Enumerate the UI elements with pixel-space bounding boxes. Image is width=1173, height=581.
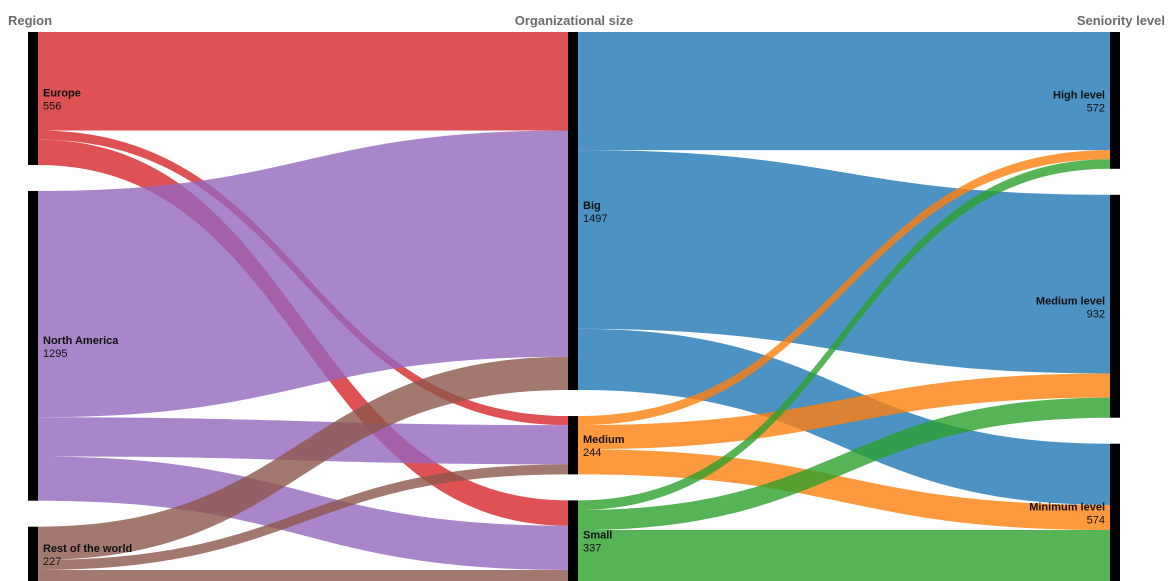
header-region: Region	[8, 13, 52, 28]
node-north_america[interactable]	[28, 190, 38, 501]
node-value-big: 1497	[583, 213, 607, 225]
link-medium-high[interactable]	[578, 150, 1110, 426]
link-rest_world-big[interactable]	[38, 356, 568, 560]
link-small-high[interactable]	[578, 159, 1110, 510]
link-big-high[interactable]	[578, 32, 1110, 151]
node-label-north_america: North America	[43, 335, 119, 347]
header-organizational-size: Organizational size	[515, 13, 633, 28]
link-rest_world-medium[interactable]	[38, 464, 568, 570]
node-label-small: Small	[583, 530, 612, 542]
node-label-med_level: Medium level	[1036, 295, 1105, 307]
node-value-rest_world: 227	[43, 556, 61, 568]
node-value-high: 572	[1087, 102, 1105, 114]
node-label-rest_world: Rest of the world	[43, 543, 132, 555]
node-label-high: High level	[1053, 89, 1105, 101]
node-value-med_level: 932	[1087, 308, 1105, 320]
node-value-north_america: 1295	[43, 348, 67, 360]
links-group	[38, 32, 1110, 581]
node-min_level[interactable]	[1110, 443, 1120, 581]
node-value-small: 337	[583, 543, 601, 555]
link-medium-med_level[interactable]	[578, 373, 1110, 450]
link-north_america-big[interactable]	[38, 130, 568, 418]
node-high[interactable]	[1110, 32, 1120, 169]
node-value-min_level: 574	[1087, 514, 1105, 526]
node-small[interactable]	[568, 500, 578, 581]
link-small-med_level[interactable]	[578, 397, 1110, 531]
link-north_america-medium[interactable]	[38, 417, 568, 465]
node-value-medium: 244	[583, 447, 601, 459]
node-big[interactable]	[568, 32, 578, 391]
node-label-big: Big	[583, 200, 601, 212]
node-europe[interactable]	[28, 32, 38, 165]
header-seniority-level: Seniority level	[1077, 13, 1165, 28]
node-label-europe: Europe	[43, 87, 81, 99]
link-europe-big[interactable]	[38, 32, 568, 131]
node-medium[interactable]	[568, 416, 578, 475]
node-rest_world[interactable]	[28, 526, 38, 581]
node-label-min_level: Minimum level	[1029, 501, 1105, 513]
node-value-europe: 556	[43, 100, 61, 112]
node-label-medium: Medium	[583, 434, 625, 446]
link-big-med_level[interactable]	[578, 150, 1110, 374]
link-small-min_level[interactable]	[578, 530, 1110, 581]
node-med_level[interactable]	[1110, 194, 1120, 418]
link-rest_world-small[interactable]	[38, 569, 568, 581]
